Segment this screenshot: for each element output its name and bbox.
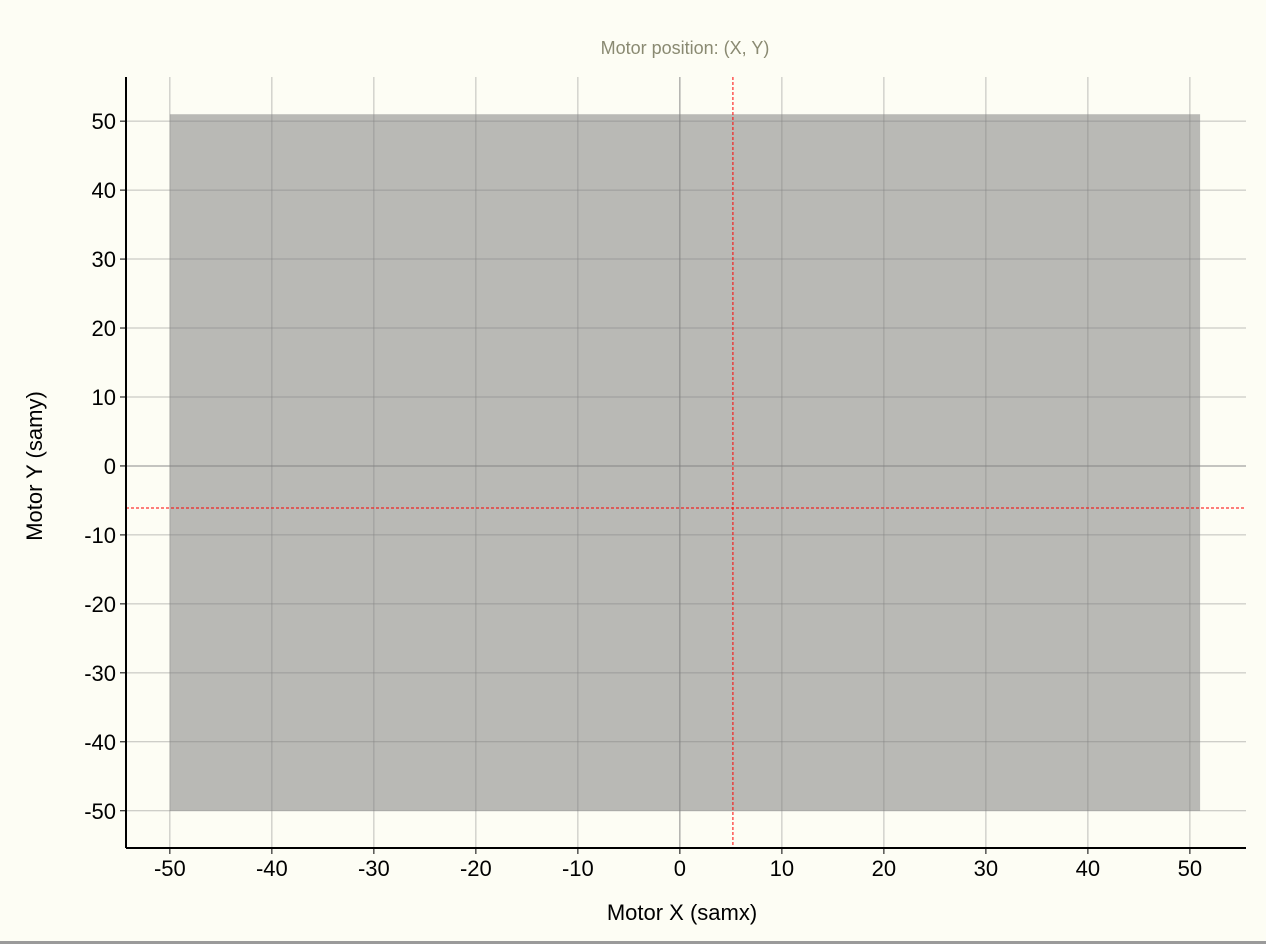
x-tick-label: 20 (872, 856, 896, 881)
x-tick-label: 40 (1076, 856, 1100, 881)
y-tick-label: -40 (84, 730, 116, 755)
x-tick-label: -30 (358, 856, 390, 881)
y-tick-label: -50 (84, 799, 116, 824)
y-tick-label: -10 (84, 523, 116, 548)
y-tick-label: 0 (104, 454, 116, 479)
y-axis-label: Motor Y (samy) (22, 391, 47, 541)
y-tick-label: 30 (92, 247, 116, 272)
x-tick-label: 30 (974, 856, 998, 881)
chart-title: Motor position: (X, Y) (601, 38, 770, 58)
window-bottom-border (0, 941, 1266, 944)
x-tick-label: 10 (770, 856, 794, 881)
x-tick-label: 50 (1178, 856, 1202, 881)
x-axis-label: Motor X (samx) (607, 900, 757, 925)
x-tick-label: -10 (562, 856, 594, 881)
x-tick-label: 0 (674, 856, 686, 881)
limits-region (169, 114, 1201, 811)
y-tick-label: 40 (92, 178, 116, 203)
x-tick-label: -20 (460, 856, 492, 881)
y-tick-label: 20 (92, 316, 116, 341)
x-tick-label: -50 (154, 856, 186, 881)
x-tick-label: -40 (256, 856, 288, 881)
y-tick-label: -30 (84, 661, 116, 686)
y-tick-label: 10 (92, 385, 116, 410)
y-tick-label: -20 (84, 592, 116, 617)
y-tick-label: 50 (92, 109, 116, 134)
